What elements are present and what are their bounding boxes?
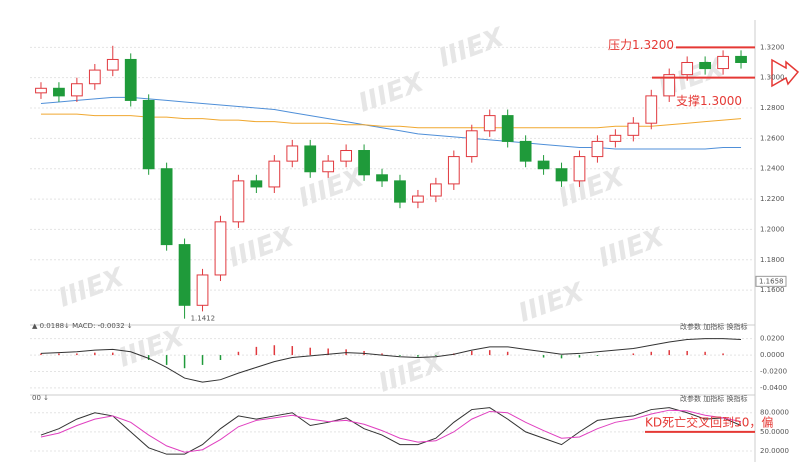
candle-body xyxy=(627,122,640,136)
candle-body xyxy=(412,195,424,203)
candle-body xyxy=(160,168,173,246)
y-tick-label: 1.2600 xyxy=(760,134,785,142)
candle-body xyxy=(645,95,658,124)
annotation: 支撑1.3000 xyxy=(676,93,742,108)
panel-toolbar[interactable]: 改参数 加指标 换指标 xyxy=(680,394,747,403)
y-tick-label: -0.0200 xyxy=(760,367,787,375)
candle-body xyxy=(178,244,191,306)
annotation: KD死亡交叉回到50，偏 xyxy=(645,414,773,429)
candle-body xyxy=(501,115,514,142)
price-tag xyxy=(755,275,787,287)
panel-header: ↓ MACD: -0.0032 ↓ xyxy=(64,322,133,330)
candle-body xyxy=(591,140,604,158)
annotation: 压力1.3200 xyxy=(608,38,674,52)
candle-body xyxy=(483,115,496,132)
candle-body xyxy=(250,180,263,188)
candle-body xyxy=(663,74,676,97)
panel-header: ▲ 0.0188 xyxy=(32,322,64,330)
candle-body xyxy=(70,83,83,97)
candle-body xyxy=(268,160,281,188)
candle-body xyxy=(304,145,317,173)
candle-body xyxy=(447,156,460,185)
line xyxy=(40,338,742,383)
candle-body xyxy=(699,61,712,70)
candle-body xyxy=(555,168,568,182)
candle-body xyxy=(429,183,442,197)
arrow-icon xyxy=(771,58,800,88)
candle-body xyxy=(537,160,550,170)
y-tick-label: 80.0000 xyxy=(760,409,789,417)
low-label: 1.1412 xyxy=(191,315,216,323)
candle-body xyxy=(519,140,532,162)
candle-body xyxy=(142,99,155,170)
candle-body xyxy=(232,180,245,223)
candle-body xyxy=(88,69,101,85)
candle-body xyxy=(358,150,370,176)
y-tick-label: 1.2200 xyxy=(760,195,785,203)
candle-body xyxy=(35,87,47,94)
candle-body xyxy=(465,130,478,158)
y-tick-label: 50.0000 xyxy=(760,428,789,436)
y-tick-label: 20.0000 xyxy=(760,447,789,455)
candle-body xyxy=(681,61,694,76)
y-tick-label: 1.3200 xyxy=(760,43,785,51)
line xyxy=(40,96,742,150)
candle-body xyxy=(340,150,353,162)
candle-body xyxy=(717,55,729,70)
candle-body xyxy=(124,58,137,101)
y-tick-label: 1.2400 xyxy=(760,165,785,173)
y-tick-label: 0.0000 xyxy=(760,351,785,359)
y-tick-label: 1.1600 xyxy=(760,286,785,294)
panel-toolbar[interactable]: 改参数 加指标 换指标 xyxy=(680,322,747,331)
candle-body xyxy=(376,174,388,182)
candle-body xyxy=(196,274,209,306)
line xyxy=(40,407,742,455)
candle-body xyxy=(609,134,622,142)
line xyxy=(40,113,742,129)
candle-body xyxy=(394,180,406,203)
candle-body xyxy=(106,58,119,71)
candle-body xyxy=(735,55,747,63)
y-tick-label: 0.0200 xyxy=(760,335,785,343)
y-tick-label: 1.2000 xyxy=(760,225,785,233)
y-tick-label: 1.3000 xyxy=(760,74,785,82)
y-tick-label: 1.1800 xyxy=(760,256,785,264)
line xyxy=(40,409,742,453)
panel-header: 00 ↓ xyxy=(32,394,49,402)
y-tick-label: -0.0400 xyxy=(760,384,787,392)
candle-body xyxy=(53,87,65,97)
candle-body xyxy=(286,145,299,162)
candle-body xyxy=(214,221,227,276)
price-tag-label: 1.1658 xyxy=(759,277,784,285)
candle-body xyxy=(322,160,335,173)
y-tick-label: 1.2800 xyxy=(760,104,785,112)
candle-body xyxy=(573,156,586,182)
